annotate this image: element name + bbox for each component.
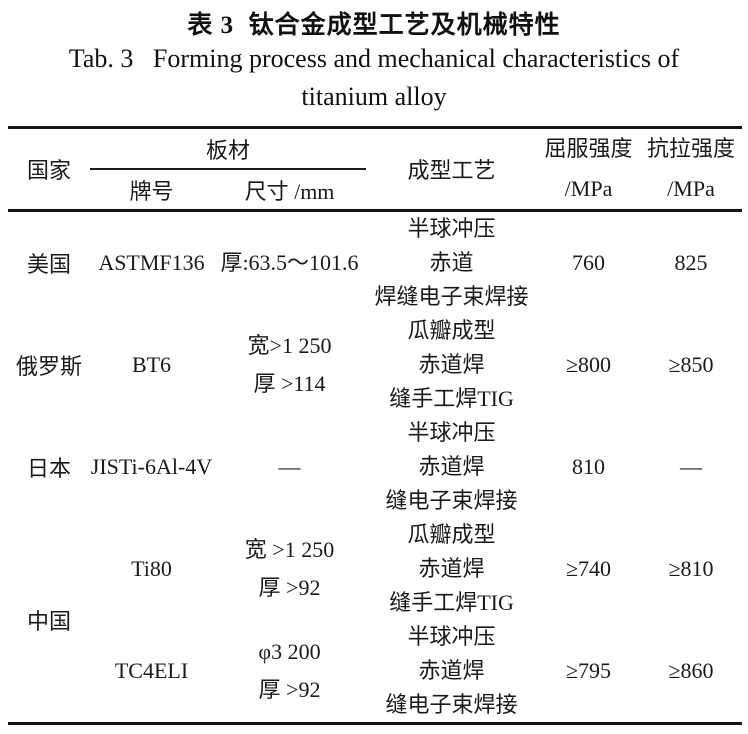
header-tensile: 抗拉强度 /MPa bbox=[640, 128, 742, 211]
table-header: 国家 板材 成型工艺 屈服强度 /MPa 抗拉强度 /MPa 牌号 尺寸 /mm bbox=[8, 127, 743, 211]
header-plate-group: 板材 bbox=[90, 127, 367, 170]
header-country: 国家 bbox=[26, 158, 71, 183]
size-cell: 厚:63.5～101.6 bbox=[213, 211, 366, 315]
process-line: 半球冲压 bbox=[407, 216, 496, 241]
yield-cell: ≥795 bbox=[565, 658, 612, 683]
process-line: 赤道焊 bbox=[418, 352, 485, 377]
header-size: 尺寸 /mm bbox=[244, 178, 335, 204]
size-line: 宽>1 250 bbox=[247, 333, 332, 358]
grade-cell: ASTMF136 bbox=[98, 250, 205, 275]
process-line: 赤道焊 bbox=[418, 556, 485, 581]
table-row-russia: 俄罗斯 BT6 宽>1 250 厚 >114 瓜瓣成型 赤道焊 缝手工焊TIG … bbox=[8, 314, 742, 416]
table-row-usa: 美国 ASTMF136 厚:63.5～101.6 半球冲压 赤道 焊缝电子束焊接… bbox=[8, 211, 742, 315]
process-line: 焊缝电子束焊接 bbox=[374, 284, 529, 309]
header-row-top: 国家 板材 成型工艺 屈服强度 /MPa 抗拉强度 /MPa bbox=[8, 127, 742, 201]
size-cell: 宽 >1 250 厚 >92 bbox=[213, 518, 366, 620]
process-cell: 半球冲压 赤道 焊缝电子束焊接 bbox=[366, 211, 537, 315]
header-yield-label: 屈服强度 bbox=[544, 136, 633, 161]
table-row-china-ti80: 中国 Ti80 宽 >1 250 厚 >92 瓜瓣成型 赤道焊 缝手工焊TIG … bbox=[8, 518, 742, 634]
size-cell: 宽>1 250 厚 >114 bbox=[213, 314, 366, 416]
process-line: 赤道焊 bbox=[418, 454, 485, 479]
tensile-cell: — bbox=[680, 454, 703, 479]
process-cell: 半球冲压 赤道焊 缝电子束焊接 bbox=[366, 416, 537, 518]
yield-cell: 760 bbox=[572, 250, 606, 275]
grade-cell: TC4ELI bbox=[114, 658, 189, 683]
yield-cell: ≥740 bbox=[565, 556, 612, 581]
process-cell: 瓜瓣成型 赤道焊 缝手工焊TIG bbox=[366, 314, 537, 416]
tensile-cell: ≥860 bbox=[668, 658, 714, 683]
table-row-japan: 日本 JISTi-6Al-4V — 半球冲压 赤道焊 缝电子束焊接 810 — bbox=[8, 416, 742, 518]
process-line: 瓜瓣成型 bbox=[407, 522, 496, 547]
size-line: 宽 >1 250 bbox=[244, 537, 335, 562]
process-cell: 半球冲压 赤道焊 缝电子束焊接 bbox=[366, 620, 537, 724]
size-line: φ3 200 bbox=[258, 639, 321, 664]
tensile-cell: ≥810 bbox=[668, 556, 714, 581]
size-line: 厚 >114 bbox=[253, 371, 326, 396]
header-tensile-label: 抗拉强度 bbox=[647, 136, 736, 161]
table-body: 美国 ASTMF136 厚:63.5～101.6 半球冲压 赤道 焊缝电子束焊接… bbox=[8, 211, 742, 724]
alloy-table: 国家 板材 成型工艺 屈服强度 /MPa 抗拉强度 /MPa 牌号 尺寸 /mm… bbox=[8, 126, 743, 725]
size-line: — bbox=[278, 454, 301, 479]
grade-cell: Ti80 bbox=[131, 556, 172, 581]
yield-cell: ≥800 bbox=[565, 352, 612, 377]
process-line: 缝手工焊TIG bbox=[389, 386, 514, 411]
size-line: 厚:63.5～101.6 bbox=[220, 250, 359, 275]
process-line: 半球冲压 bbox=[407, 624, 496, 649]
header-yield-unit: /MPa bbox=[564, 176, 613, 201]
country-cell: 俄罗斯 bbox=[15, 354, 82, 379]
header-grade: 牌号 bbox=[129, 178, 174, 204]
process-line: 缝电子束焊接 bbox=[385, 488, 518, 513]
table-title-english-line1: Tab. 3 Forming process and mechanical ch… bbox=[68, 44, 680, 73]
country-cell: 日本 bbox=[26, 456, 71, 481]
size-cell: φ3 200 厚 >92 bbox=[213, 620, 366, 724]
process-line: 缝电子束焊接 bbox=[385, 692, 518, 717]
size-line: 厚 >92 bbox=[258, 575, 321, 600]
grade-cell: JISTi-6Al-4V bbox=[90, 454, 213, 479]
tensile-cell: ≥850 bbox=[668, 352, 714, 377]
table-row-china-tc4eli: TC4ELI φ3 200 厚 >92 半球冲压 赤道焊 缝电子束焊接 ≥795… bbox=[8, 620, 742, 724]
header-yield: 屈服强度 /MPa bbox=[537, 128, 640, 211]
process-cell: 瓜瓣成型 赤道焊 缝手工焊TIG bbox=[366, 518, 537, 620]
process-line: 缝手工焊TIG bbox=[389, 590, 514, 615]
process-line: 瓜瓣成型 bbox=[407, 318, 496, 343]
process-line: 半球冲压 bbox=[407, 420, 496, 445]
header-row-sub: 牌号 尺寸 /mm bbox=[8, 169, 742, 211]
table-title-chinese: 表 3 钛合金成型工艺及机械特性 bbox=[187, 12, 561, 39]
country-cell: 美国 bbox=[26, 252, 71, 277]
table-title-english-line2: titanium alloy bbox=[301, 82, 447, 111]
grade-cell: BT6 bbox=[131, 352, 172, 377]
header-process: 成型工艺 bbox=[407, 158, 496, 183]
country-cell: 中国 bbox=[26, 609, 71, 634]
header-tensile-unit: /MPa bbox=[667, 176, 715, 201]
size-line: 厚 >92 bbox=[258, 677, 321, 702]
yield-cell: 810 bbox=[572, 454, 606, 479]
process-line: 赤道 bbox=[429, 250, 474, 275]
tensile-cell: 825 bbox=[674, 250, 708, 275]
size-cell: — bbox=[213, 416, 366, 518]
process-line: 赤道焊 bbox=[418, 658, 485, 683]
